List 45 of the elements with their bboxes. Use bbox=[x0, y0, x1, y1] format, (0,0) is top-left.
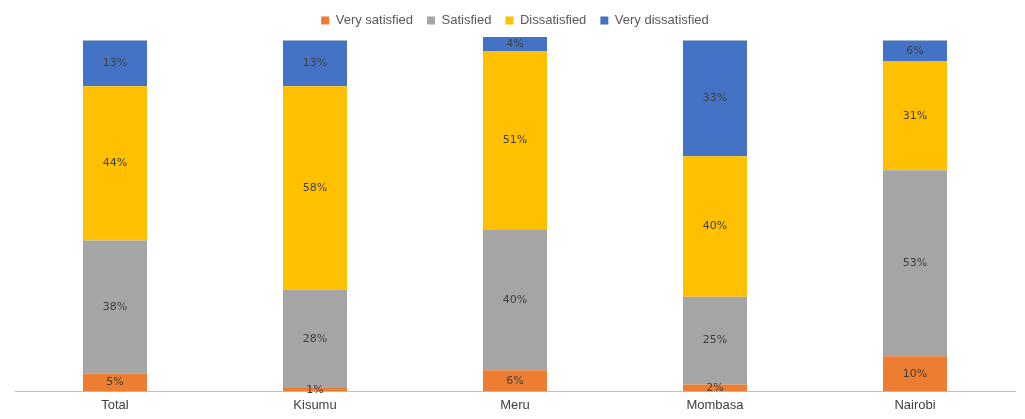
data-label: 1% bbox=[306, 382, 324, 396]
x-tick-label: Meru bbox=[500, 396, 530, 412]
data-label: 25% bbox=[702, 333, 728, 347]
data-label: 10% bbox=[902, 366, 928, 380]
legend-label: Dissatisfied bbox=[519, 12, 587, 28]
data-label: 58% bbox=[302, 180, 328, 194]
bar bbox=[483, 370, 547, 392]
data-label: 33% bbox=[702, 91, 728, 105]
bar bbox=[483, 229, 547, 371]
x-tick-label: Mombasa bbox=[686, 396, 745, 412]
data-label: 28% bbox=[302, 331, 328, 345]
legend-label: Satisfied bbox=[441, 12, 492, 28]
data-label: 31% bbox=[902, 108, 928, 122]
data-label: 40% bbox=[702, 219, 728, 233]
data-label: 13% bbox=[102, 56, 128, 70]
bar bbox=[83, 86, 147, 241]
x-tick-label: Kisumu bbox=[293, 396, 337, 412]
x-tick-label: Nairobi bbox=[894, 396, 936, 412]
data-label: 4% bbox=[506, 36, 524, 50]
data-label: 13% bbox=[302, 56, 328, 70]
data-label: 2% bbox=[706, 380, 724, 394]
bar bbox=[883, 356, 947, 392]
data-label: 6% bbox=[506, 373, 524, 387]
bar bbox=[683, 296, 747, 385]
x-tick-label: Total bbox=[101, 396, 129, 412]
data-label: 38% bbox=[102, 300, 128, 314]
data-label: 51% bbox=[502, 133, 528, 147]
bar bbox=[883, 40, 947, 62]
data-label: 40% bbox=[502, 293, 528, 307]
bar bbox=[83, 40, 147, 87]
data-label: 5% bbox=[106, 375, 124, 389]
bar bbox=[683, 156, 747, 297]
bar bbox=[283, 86, 347, 290]
bar bbox=[683, 40, 747, 157]
data-label: 44% bbox=[102, 156, 128, 170]
legend-label: Very dissatisfied bbox=[614, 12, 709, 28]
bar bbox=[883, 61, 947, 171]
data-label: 53% bbox=[902, 256, 928, 270]
data-label: 6% bbox=[906, 43, 924, 57]
bar bbox=[483, 51, 547, 230]
bar bbox=[883, 170, 947, 357]
bar bbox=[283, 40, 347, 87]
bar bbox=[483, 37, 547, 52]
legend-label: Very satisfied bbox=[335, 12, 414, 28]
bar bbox=[83, 240, 147, 374]
